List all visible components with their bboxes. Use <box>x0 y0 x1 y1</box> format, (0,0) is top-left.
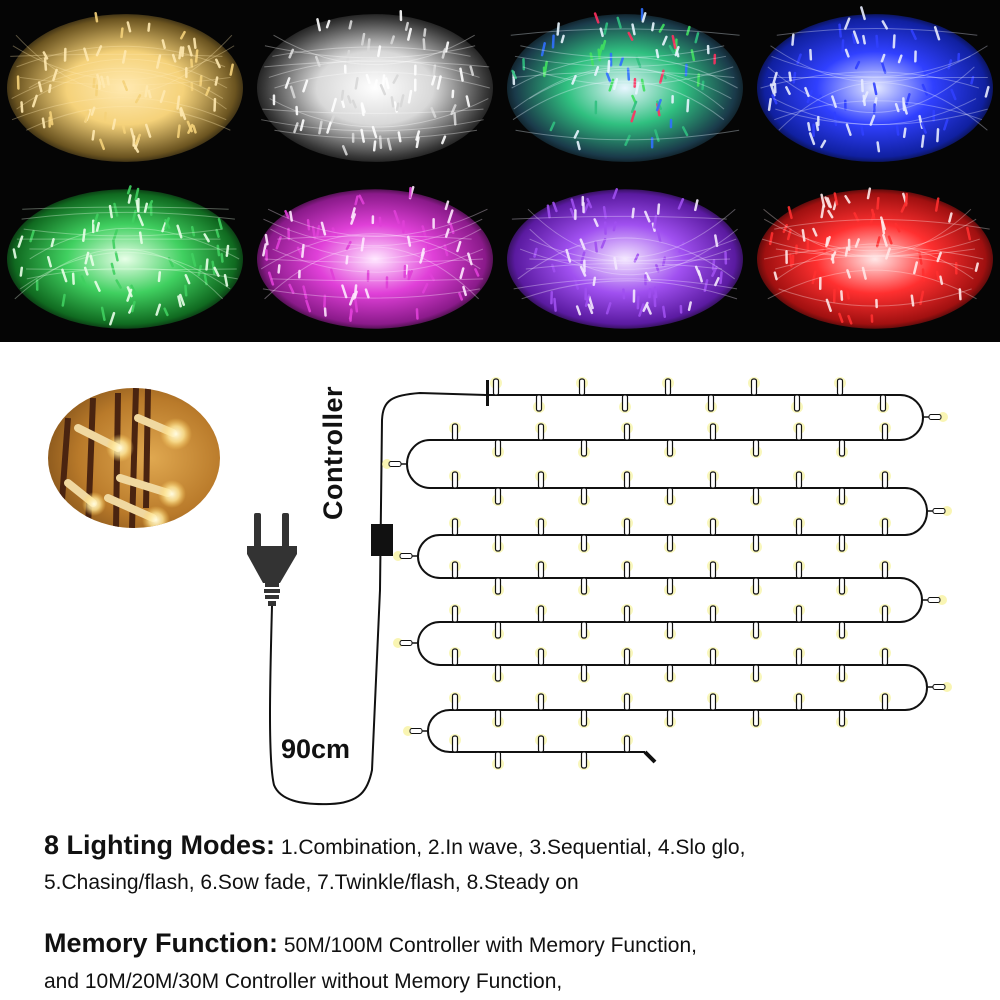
string-light-bundle-image <box>257 9 493 162</box>
memory-function-line-1: 50M/100M Controller with Memory Function… <box>278 934 697 957</box>
photo-warm-white <box>0 0 250 176</box>
string-light-bundle-image <box>7 11 243 162</box>
lighting-modes-line-2: 5.Chasing/flash, 6.Sow fade, 7.Twinkle/f… <box>44 871 579 894</box>
string-light-bundle-image <box>257 186 493 329</box>
lighting-modes-heading: 8 Lighting Modes: <box>44 830 275 860</box>
power-cable <box>269 589 381 806</box>
photo-blue <box>750 0 1000 176</box>
string-light-bundle-image <box>757 187 993 329</box>
photo-purple <box>500 176 750 342</box>
eu-plug-icon <box>247 513 297 606</box>
memory-function-line-2: and 10M/20M/30M Controller without Memor… <box>44 970 563 993</box>
photo-pink <box>250 176 500 342</box>
string-light-bundle-image <box>757 6 993 162</box>
memory-function-heading: Memory Function: <box>44 928 278 958</box>
controller-box <box>371 524 393 556</box>
photo-red <box>750 176 1000 342</box>
string-light-bundle-image <box>507 188 743 329</box>
photo-green <box>0 176 250 342</box>
lead-cable <box>379 391 487 591</box>
controller-label: Controller <box>318 385 348 520</box>
color-variant-photo-grid <box>0 0 1000 342</box>
bulb-closeup-photo <box>48 388 220 528</box>
bulb-closeup-image <box>48 388 220 528</box>
memory-function-section: Memory Function: 50M/100M Controller wit… <box>44 925 984 1000</box>
string-light-bundle-image <box>507 8 743 162</box>
lighting-modes-section: 8 Lighting Modes: 1.Combination, 2.In wa… <box>44 828 984 900</box>
photo-cool-white <box>250 0 500 176</box>
cable-length-label: 90cm <box>281 734 351 764</box>
string-light-bundle-image <box>7 185 243 329</box>
lighting-modes-line-1: 1.Combination, 2.In wave, 3.Sequential, … <box>274 836 746 859</box>
photo-multicolor <box>500 0 750 176</box>
